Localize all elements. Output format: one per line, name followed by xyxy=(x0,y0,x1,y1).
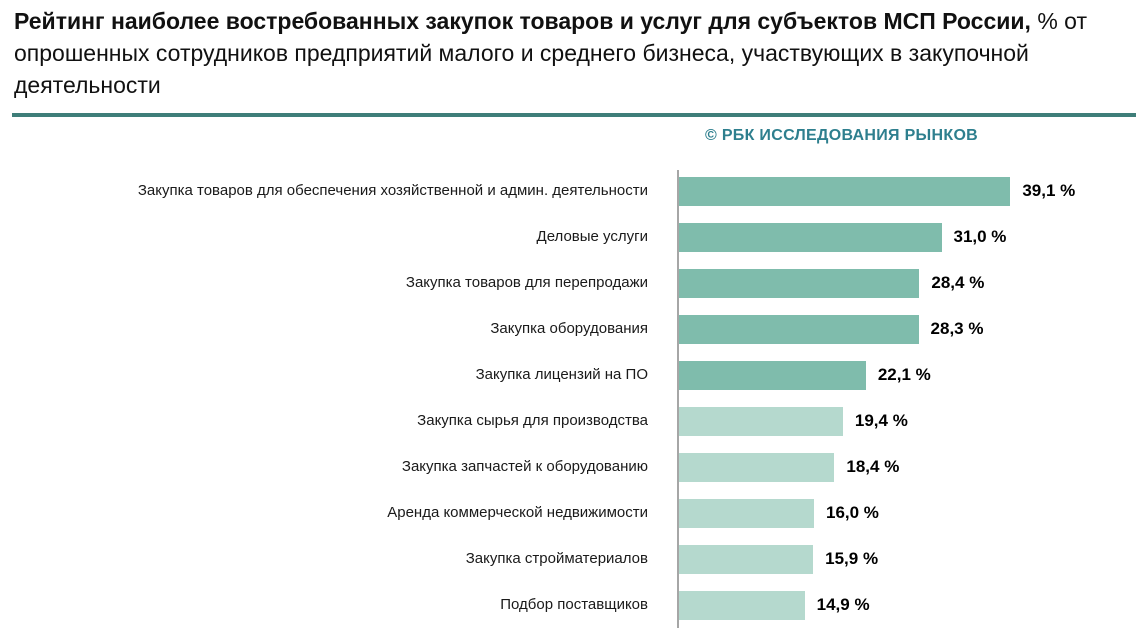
bar xyxy=(678,590,805,620)
bar-label: Деловые услуги xyxy=(536,228,648,246)
bar-row: Закупка стройматериалов 15,9 % xyxy=(0,536,1148,582)
bar-label: Аренда коммерческой недвижимости xyxy=(387,504,648,522)
y-axis-line xyxy=(677,170,679,628)
bar-label: Закупка сырья для производства xyxy=(417,412,648,430)
bar xyxy=(678,176,1011,206)
bar-track: 14,9 % xyxy=(678,590,1148,620)
bar-chart: Закупка товаров для обеспечения хозяйств… xyxy=(0,168,1148,628)
chart-title-regular: % от опрошенных сотрудников предприятий … xyxy=(14,8,1087,98)
bar-label: Подбор поставщиков xyxy=(500,596,648,614)
bar-value: 28,3 % xyxy=(930,319,984,338)
bar-track: 19,4 % xyxy=(678,406,1148,436)
bar-label: Закупка товаров для обеспечения хозяйств… xyxy=(137,182,648,200)
bar-value: 14,9 % xyxy=(816,595,870,614)
bar-row: Закупка оборудования 28,3 % xyxy=(0,306,1148,352)
bar-track: 28,3 % xyxy=(678,314,1148,344)
bar-label: Закупка запчастей к оборудованию xyxy=(401,458,648,476)
bar-value: 18,4 % xyxy=(846,457,900,476)
attribution-text: © РБК ИССЛЕДОВАНИЯ РЫНКОВ xyxy=(705,127,979,144)
divider-line xyxy=(12,113,1136,117)
bar xyxy=(678,222,942,252)
bar-row: Закупка запчастей к оборудованию 18,4 % xyxy=(0,444,1148,490)
bar-label: Закупка лицензий на ПО xyxy=(475,366,648,384)
bar-track: 18,4 % xyxy=(678,452,1148,482)
bar-label: Закупка оборудования xyxy=(490,320,648,338)
bar-value: 28,4 % xyxy=(931,273,985,292)
bar-value: 31,0 % xyxy=(953,227,1007,246)
chart-title-bold: Рейтинг наиболее востребованных закупок … xyxy=(14,8,1031,34)
bar-label: Закупка товаров для перепродажи xyxy=(405,274,648,292)
bar xyxy=(678,406,843,436)
bar-row: Аренда коммерческой недвижимости 16,0 % xyxy=(0,490,1148,536)
bar-track: 15,9 % xyxy=(678,544,1148,574)
bar-row: Закупка лицензий на ПО 22,1 % xyxy=(0,352,1148,398)
bar-value: 39,1 % xyxy=(1022,181,1076,200)
bar-label: Закупка стройматериалов xyxy=(465,550,648,568)
bar xyxy=(678,544,814,574)
bar-track: 28,4 % xyxy=(678,268,1148,298)
bar xyxy=(678,268,920,298)
bar-row: Закупка товаров для перепродажи 28,4 % xyxy=(0,260,1148,306)
bar-value: 19,4 % xyxy=(854,411,908,430)
bar xyxy=(678,452,835,482)
bar-track: 39,1 % xyxy=(678,176,1148,206)
bar xyxy=(678,498,814,528)
bar xyxy=(678,360,866,390)
bar-value: 15,9 % xyxy=(825,549,879,568)
bar-track: 22,1 % xyxy=(678,360,1148,390)
bar-track: 31,0 % xyxy=(678,222,1148,252)
bar xyxy=(678,314,919,344)
bar-row: Закупка товаров для обеспечения хозяйств… xyxy=(0,168,1148,214)
bar-value: 22,1 % xyxy=(877,365,931,384)
bar-row: Подбор поставщиков 14,9 % xyxy=(0,582,1148,628)
chart-title: Рейтинг наиболее востребованных закупок … xyxy=(0,0,1148,101)
bar-track: 16,0 % xyxy=(678,498,1148,528)
bar-row: Закупка сырья для производства 19,4 % xyxy=(0,398,1148,444)
bar-value: 16,0 % xyxy=(826,503,879,522)
bar-row: Деловые услуги 31,0 % xyxy=(0,214,1148,260)
